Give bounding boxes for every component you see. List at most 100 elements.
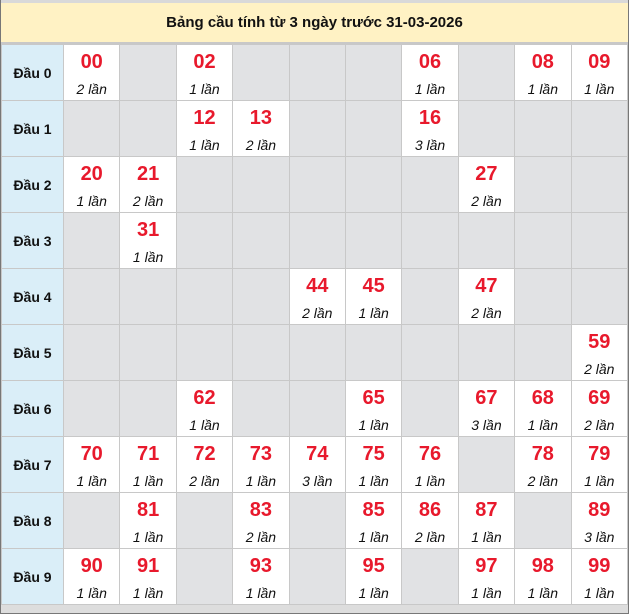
number-value: 47 <box>475 274 498 297</box>
table-row: Đầu 0 00 2 lần 02 1 lần 06 1 lần 08 1 lần 09 1 lần <box>1 44 629 101</box>
number-value: 99 <box>588 554 611 577</box>
occurrence-count: 2 lần <box>76 80 107 97</box>
row-head-label: Đầu 1 <box>1 100 64 157</box>
number-value: 97 <box>475 554 498 577</box>
occurrence-count: 1 lần <box>358 528 389 545</box>
number-cell: 85 1 lần <box>344 492 403 549</box>
occurrence-count: 2 lần <box>414 528 446 545</box>
empty-cell <box>344 156 403 213</box>
number-cell: 45 1 lần <box>344 268 403 325</box>
table-row: Đầu 1 12 1 lần 13 2 lần 16 3 lần <box>1 100 629 157</box>
table-row: Đầu 2 20 1 lần 21 2 lần 27 2 lần <box>1 156 629 213</box>
occurrence-count: 1 lần <box>358 472 389 489</box>
empty-cell <box>288 492 346 549</box>
number-cell: 99 1 lần <box>570 548 629 605</box>
occurrence-count: 1 lần <box>414 472 446 489</box>
empty-cell <box>457 100 516 157</box>
empty-cell <box>457 436 516 493</box>
empty-cell <box>232 44 290 101</box>
number-cell: 81 1 lần <box>119 492 177 549</box>
empty-cell <box>288 380 346 437</box>
occurrence-count: 1 lần <box>132 528 164 545</box>
occurrence-count: 1 lần <box>189 136 220 153</box>
number-value: 95 <box>362 554 385 577</box>
number-value: 93 <box>249 554 272 577</box>
occurrence-count: 1 lần <box>358 584 389 601</box>
empty-cell <box>344 44 403 101</box>
row-head-label: Đầu 3 <box>1 212 64 269</box>
number-value: 71 <box>136 442 160 465</box>
row-head-label: Đầu 9 <box>1 548 64 605</box>
number-cell: 16 3 lần <box>401 100 459 157</box>
number-value: 31 <box>136 218 160 241</box>
empty-cell <box>175 156 234 213</box>
number-value: 12 <box>193 106 216 129</box>
empty-cell <box>62 324 121 381</box>
row-head-label: Đầu 2 <box>1 156 64 213</box>
number-cell: 83 2 lần <box>232 492 290 549</box>
number-cell: 91 1 lần <box>119 548 177 605</box>
number-cell: 70 1 lần <box>62 436 121 493</box>
number-value: 00 <box>80 50 103 73</box>
occurrence-count: 2 lần <box>245 136 277 153</box>
empty-cell <box>62 268 121 325</box>
empty-cell <box>401 380 459 437</box>
occurrence-count: 1 lần <box>132 472 164 489</box>
empty-cell <box>457 324 516 381</box>
occurrence-count: 1 lần <box>471 528 502 545</box>
number-cell: 47 2 lần <box>457 268 516 325</box>
empty-cell <box>288 548 346 605</box>
empty-cell <box>344 324 403 381</box>
empty-cell <box>119 44 177 101</box>
number-cell: 27 2 lần <box>457 156 516 213</box>
occurrence-count: 3 lần <box>302 472 333 489</box>
table-title: Bảng cầu tính từ 3 ngày trước 31-03-2026 <box>1 3 628 44</box>
occurrence-count: 2 lần <box>245 528 277 545</box>
number-cell: 00 2 lần <box>62 44 121 101</box>
number-cell: 73 1 lần <box>232 436 290 493</box>
number-value: 73 <box>249 442 272 465</box>
occurrence-count: 2 lần <box>132 192 164 209</box>
number-grid: Đầu 0 00 2 lần 02 1 lần 06 1 lần 08 1 lần 09 1 lần… <box>1 44 629 605</box>
occurrence-count: 2 lần <box>189 472 220 489</box>
empty-cell <box>175 212 234 269</box>
table-row: Đầu 8 81 1 lần 83 2 lần 85 1 lần 86 2 lần 87 1 lần… <box>1 492 629 549</box>
number-cell: 90 1 lần <box>62 548 121 605</box>
number-value: 13 <box>249 106 272 129</box>
empty-cell <box>62 492 121 549</box>
number-value: 09 <box>588 50 611 73</box>
number-cell: 21 2 lần <box>119 156 177 213</box>
number-value: 16 <box>418 106 442 129</box>
number-value: 72 <box>193 442 216 465</box>
occurrence-count: 1 lần <box>132 584 164 601</box>
number-cell: 13 2 lần <box>232 100 290 157</box>
table-row: Đầu 4 44 2 lần 45 1 lần 47 2 lần <box>1 268 629 325</box>
empty-cell <box>288 324 346 381</box>
empty-cell <box>175 548 234 605</box>
number-cell: 98 1 lần <box>514 548 572 605</box>
occurrence-count: 2 lần <box>471 304 502 321</box>
number-cell: 79 1 lần <box>570 436 629 493</box>
empty-cell <box>62 212 121 269</box>
number-value: 83 <box>249 498 272 521</box>
number-value: 90 <box>80 554 103 577</box>
occurrence-count: 1 lần <box>584 584 615 601</box>
number-value: 27 <box>475 162 498 185</box>
row-head-label: Đầu 4 <box>1 268 64 325</box>
empty-cell <box>514 100 572 157</box>
number-cell: 68 1 lần <box>514 380 572 437</box>
number-value: 87 <box>475 498 498 521</box>
empty-cell <box>62 380 121 437</box>
number-value: 70 <box>80 442 103 465</box>
occurrence-count: 1 lần <box>358 304 389 321</box>
empty-cell <box>401 548 459 605</box>
number-value: 89 <box>588 498 611 521</box>
empty-cell <box>570 156 629 213</box>
number-value: 08 <box>531 50 554 73</box>
table-row: Đầu 9 90 1 lần 91 1 lần 93 1 lần 95 1 lần 97 1 lần… <box>1 548 629 605</box>
table-row: Đầu 7 70 1 lần 71 1 lần 72 2 lần 73 1 lần 74 3 lần… <box>1 436 629 493</box>
empty-cell <box>514 492 572 549</box>
empty-cell <box>232 324 290 381</box>
occurrence-count: 2 lần <box>584 360 615 377</box>
